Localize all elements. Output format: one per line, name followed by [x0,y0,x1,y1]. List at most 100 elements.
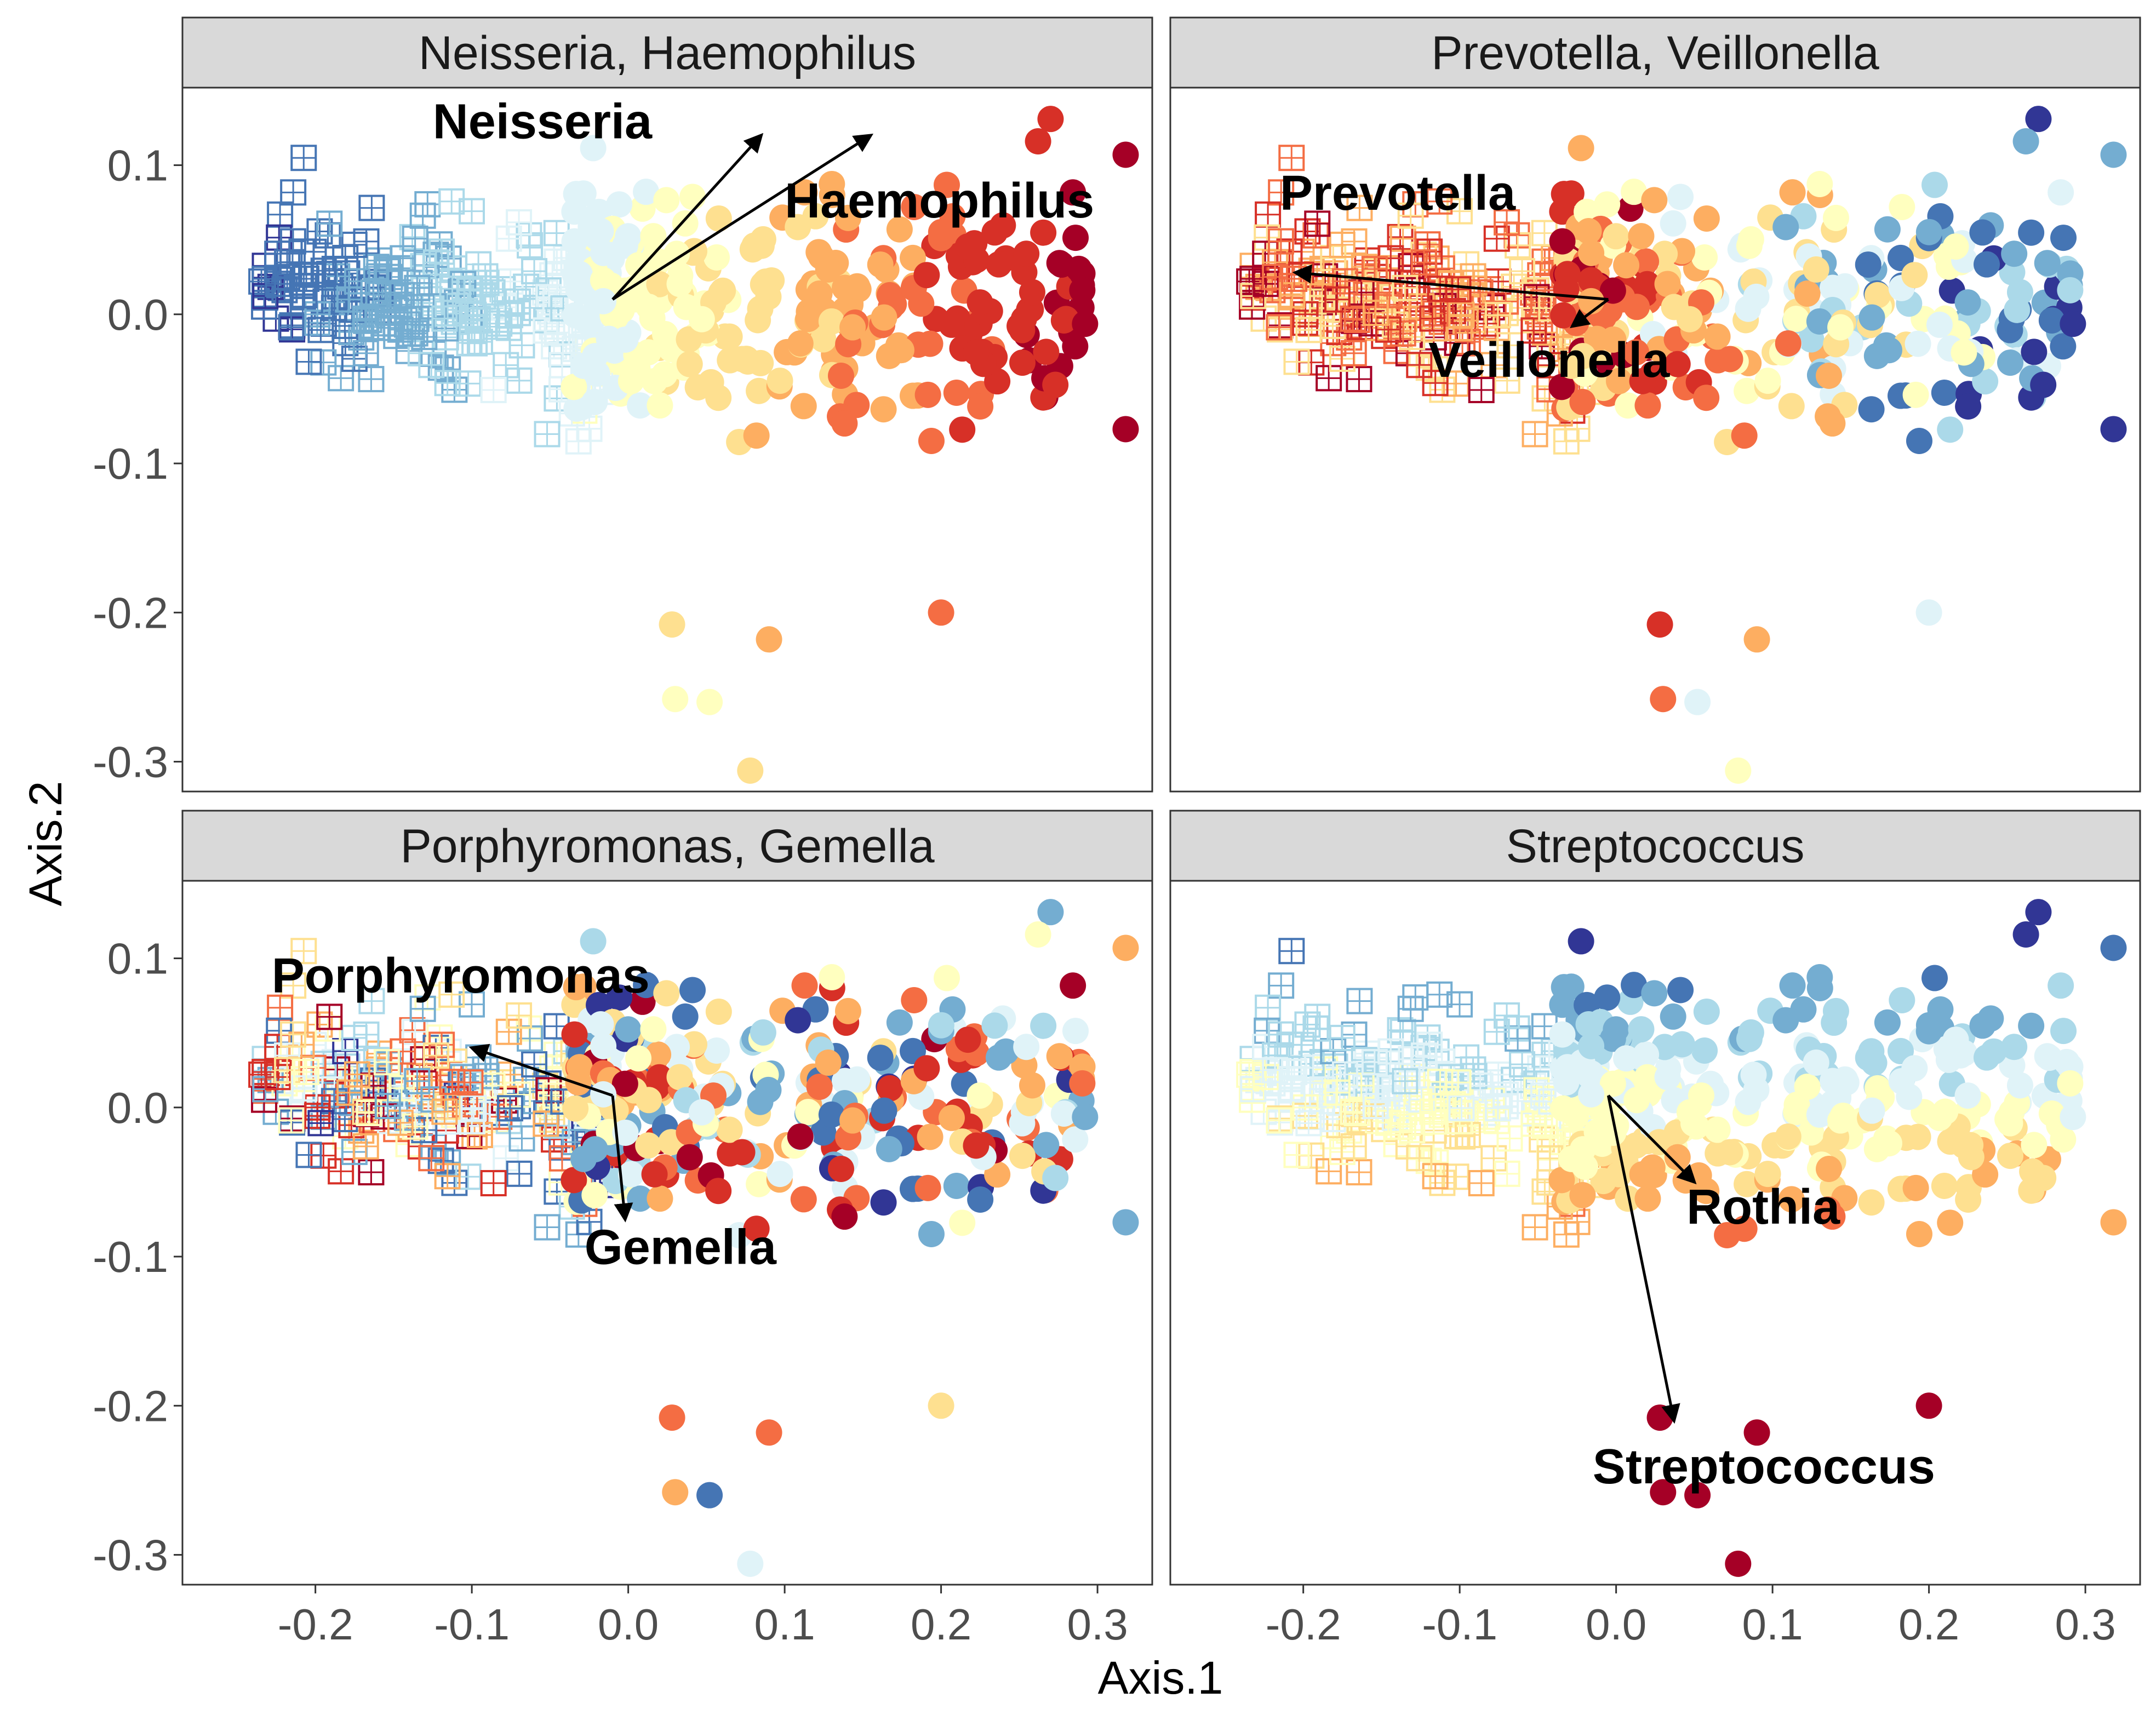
square-point-cross [281,973,306,998]
square-point-cross [374,1050,399,1075]
circle-point [647,1185,673,1212]
square-point-cross [390,283,414,307]
square-point-cross [1445,330,1469,355]
y-tick-label: 0.1 [107,141,168,190]
x-tick-label: -0.1 [1422,1600,1497,1649]
square-point-cross [357,308,381,332]
y-axis-title: Axis.2 [20,781,71,907]
square-point-cross [403,1114,427,1139]
circle-point [1660,210,1686,237]
circle-point [2060,1104,2086,1131]
circle-point [1628,1016,1655,1043]
annotation-veillonella: Veillonella [1428,333,1670,388]
square-point-cross [1317,1159,1341,1184]
circle-point [1832,273,1858,300]
circle-point [1905,330,1931,357]
square-point-cross [359,367,384,392]
square-point-cross [1341,1134,1366,1159]
circle-point [1735,295,1762,322]
square-point-cross [1420,306,1445,331]
circle-point [1548,1167,1575,1194]
circle-point [2025,106,2052,133]
circle-point [791,179,818,206]
square-point-cross [1280,1076,1305,1100]
circle-point [2021,339,2048,365]
circle-point [1915,1392,1942,1419]
circle-point [1806,964,1833,990]
circle-point [1654,271,1681,297]
square-point-cross [1448,316,1472,340]
x-tick-label: -0.2 [1266,1600,1341,1649]
square-point-cross [279,315,304,340]
square-point-cross [432,1099,457,1124]
square-point-cross [461,1096,486,1120]
square-point-cross [428,355,453,380]
circle-point [1827,1107,1854,1134]
circle-point [627,1185,654,1212]
circle-point [928,1392,954,1419]
circle-point [1731,1215,1758,1242]
circle-point [1578,1033,1605,1059]
square-point-cross [494,353,518,377]
circle-point [2006,1072,2033,1099]
circle-point [1794,1074,1821,1100]
square-point-cross [1449,1096,1474,1120]
circle-point [986,251,1013,278]
circle-point [913,1055,940,1082]
circle-point [917,1123,943,1150]
square-point-cross [252,1087,277,1112]
square-point-cross [1455,330,1480,354]
circle-point [1634,1064,1661,1091]
circle-point [2100,934,2127,961]
circle-point [1634,1185,1661,1212]
square-point-cross [535,422,559,446]
square-point-cross [1522,1111,1546,1136]
circle-point [1062,333,1089,360]
square-point-cross [1446,277,1471,302]
square-point-cross [1268,1022,1293,1047]
square-point-cross [342,232,367,257]
circle-point [676,1144,703,1171]
square-point-cross [534,318,558,343]
circle-point [1783,1099,1810,1126]
circle-point [1628,223,1655,250]
circle-point [1906,427,1932,454]
square-point-cross [460,316,484,340]
square-point-cross [1421,1109,1446,1134]
square-point-cross [458,1070,483,1095]
circle-point [1906,1220,1932,1247]
square-point-cross [390,1076,414,1100]
circle-point [565,1069,592,1096]
circle-point [1902,1174,1929,1201]
circle-point [1069,1070,1096,1097]
circle-point [696,1482,723,1509]
annotation-streptococcus: Streptococcus [1593,1440,1935,1494]
square-point-cross [1255,1018,1279,1043]
circle-point [1072,1104,1099,1131]
circle-point [672,210,699,237]
x-tick-label: -0.2 [278,1600,353,1649]
circle-point [834,204,861,231]
circle-point [2100,1209,2127,1236]
square-point-cross [345,1062,369,1087]
circle-point [1704,1116,1731,1143]
square-point-cross [1510,259,1535,284]
circle-point [949,416,976,443]
square-point-cross [266,1065,290,1089]
circle-point [1603,1016,1629,1043]
circle-point [785,214,811,240]
circle-point [867,1045,894,1071]
square-point-cross [317,211,342,236]
circle-point [1676,306,1703,332]
circle-point [1046,250,1073,277]
square-point-cross [292,283,317,307]
circle-point [1827,314,1854,341]
circle-point [1575,218,1602,245]
circle-point [1858,1189,1885,1216]
circle-point [2057,277,2084,303]
points-group [248,899,1139,1577]
square-point-cross [467,1123,492,1148]
circle-point [1931,1172,1958,1199]
points-group [248,106,1139,784]
